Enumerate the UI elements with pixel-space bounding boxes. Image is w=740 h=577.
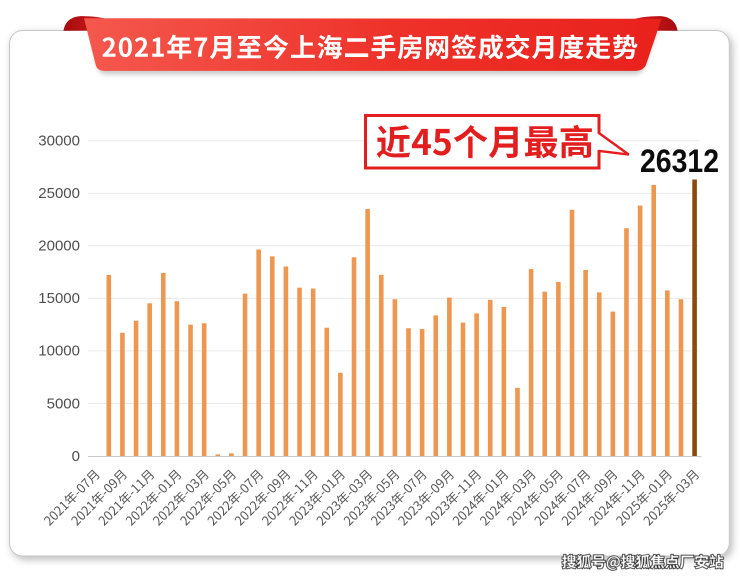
svg-text:15000: 15000	[38, 290, 80, 307]
svg-text:10000: 10000	[38, 343, 80, 360]
svg-text:26312: 26312	[640, 143, 719, 179]
svg-text:0: 0	[72, 448, 80, 465]
svg-text:25000: 25000	[38, 185, 80, 202]
svg-text:5000: 5000	[47, 395, 80, 412]
svg-text:30000: 30000	[38, 133, 80, 150]
svg-text:20000: 20000	[38, 238, 80, 255]
